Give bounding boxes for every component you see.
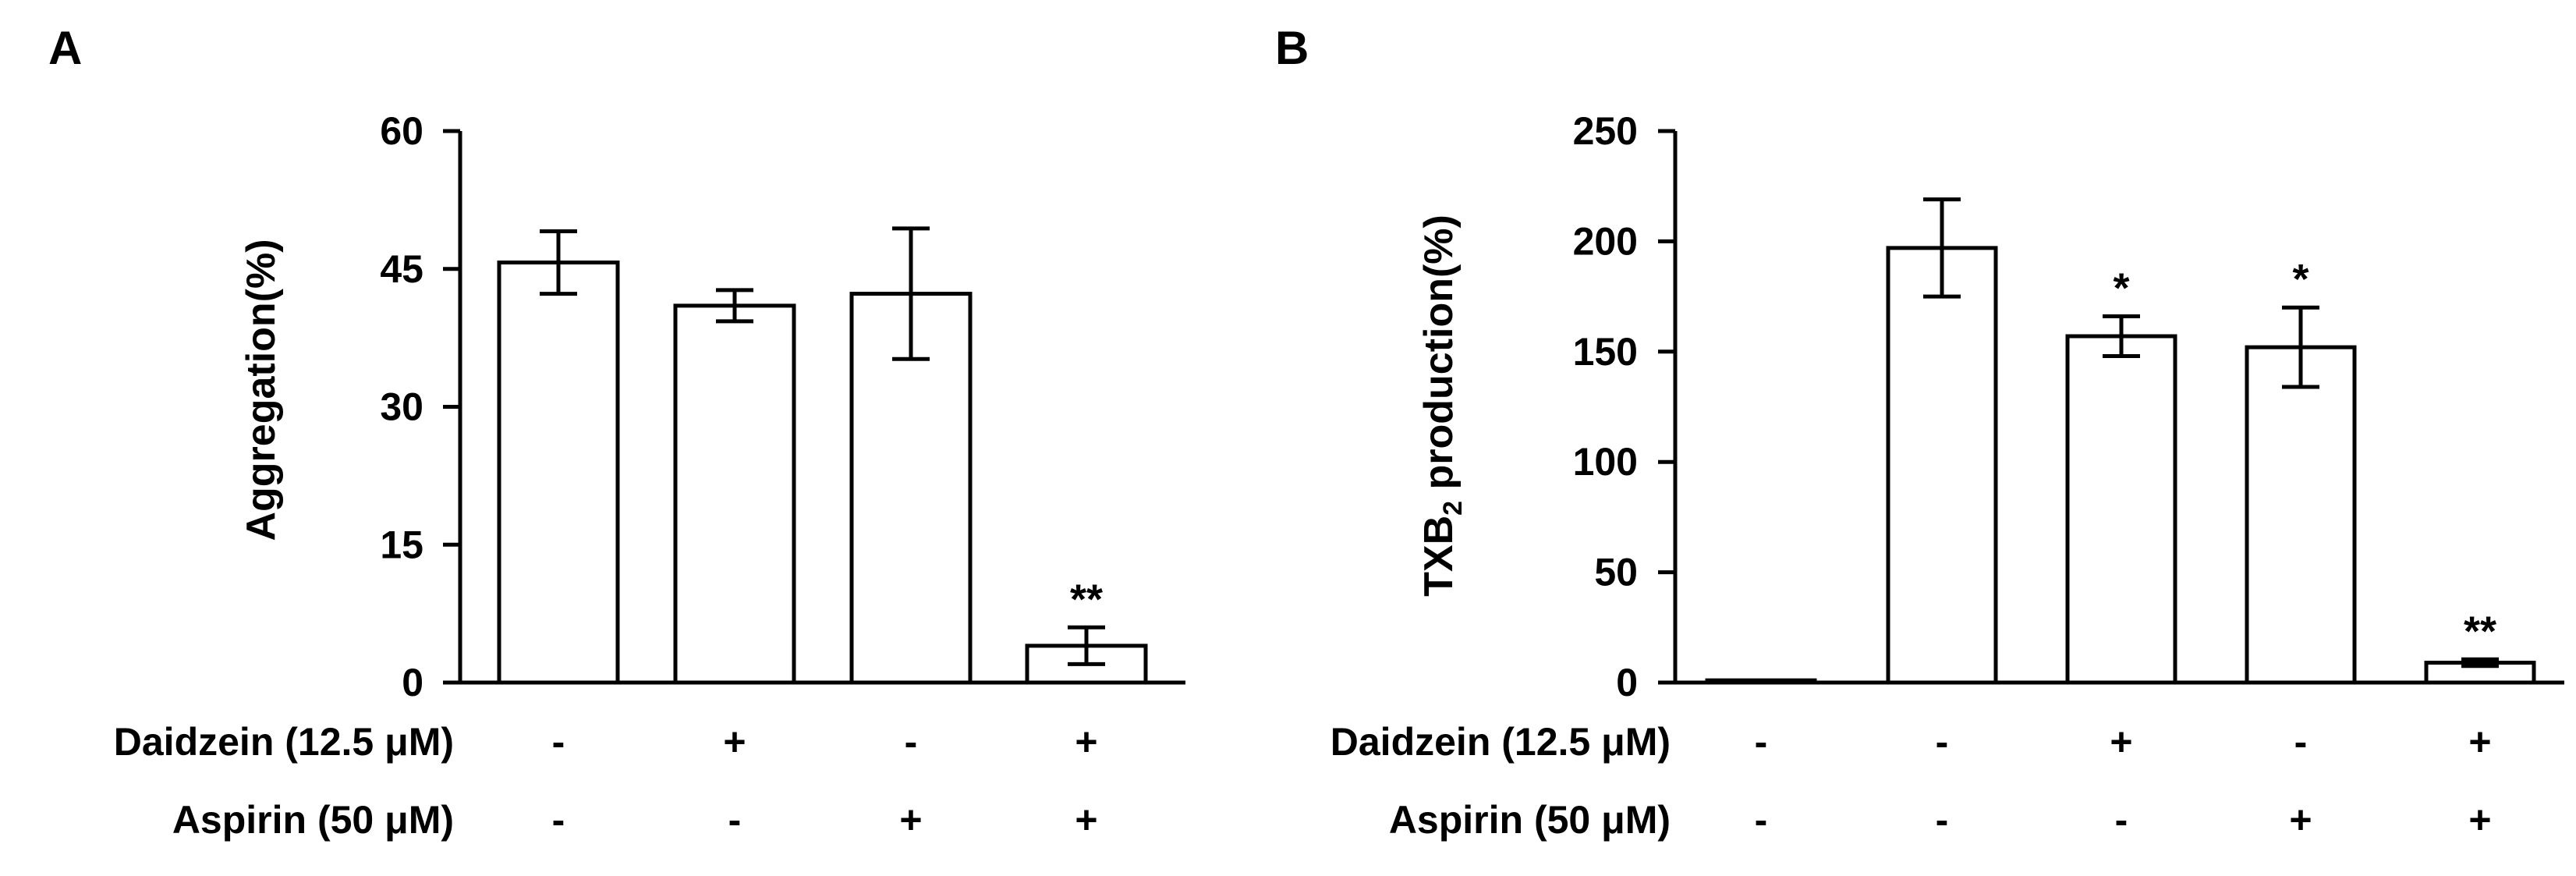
panel-label-a: A: [48, 22, 82, 74]
significance-b-3: *: [2292, 256, 2308, 303]
row-label-aspirin-b: Aspirin (50 μM): [1389, 798, 1671, 842]
bar-a-1: [673, 303, 796, 685]
y-tick-label-b-1: 50: [1594, 551, 1638, 594]
daidzein-sign-a-0: -: [552, 720, 565, 764]
aspirin-sign-a-1: -: [728, 798, 742, 842]
bar-b-0: [1705, 678, 1817, 685]
bar-b-2: [2065, 334, 2177, 685]
y-tick-label-a-0: 0: [402, 661, 423, 704]
panel-b: B TXB2 production(%) Daidzein (12.5 μM) …: [1275, 22, 2564, 842]
aspirin-sign-b-4: +: [2468, 798, 2491, 842]
row-label-daidzein-a: Daidzein (12.5 μM): [114, 720, 454, 764]
y-axis-label-a: Aggregation(%): [239, 239, 284, 541]
significance-a-3: **: [1070, 576, 1103, 622]
panel-label-b: B: [1275, 22, 1309, 74]
daidzein-sign-b-2: +: [2110, 720, 2132, 764]
y-axis-label-b-sub: 2: [1438, 501, 1468, 516]
y-tick-label-a-3: 45: [380, 247, 423, 291]
plot-area-b: 0 50 100 150 200 250 - - - - * + - * - + ** + +: [1573, 109, 2564, 842]
daidzein-sign-b-1: -: [1936, 720, 1949, 764]
plot-area-a: 0 15 30 45 60 - - + - - + ** + +: [380, 109, 1185, 842]
aspirin-sign-b-0: -: [1755, 798, 1768, 842]
daidzein-sign-a-2: -: [905, 720, 918, 764]
y-tick-label-b-2: 100: [1573, 440, 1638, 484]
daidzein-sign-a-3: +: [1075, 720, 1097, 764]
y-tick-label-b-0: 0: [1616, 661, 1638, 704]
y-tick-label-a-2: 30: [380, 385, 423, 429]
aspirin-sign-a-0: -: [552, 798, 565, 842]
row-label-aspirin-a: Aspirin (50 μM): [172, 798, 454, 842]
row-label-daidzein-b: Daidzein (12.5 μM): [1331, 720, 1671, 764]
daidzein-sign-b-3: -: [2294, 720, 2308, 764]
y-tick-label-b-3: 150: [1573, 330, 1638, 374]
y-axis-label-b-main: TXB: [1416, 516, 1462, 597]
aspirin-sign-b-1: -: [1936, 798, 1949, 842]
y-axis-label-b-rest: production(%): [1416, 215, 1462, 501]
significance-b-2: *: [2113, 265, 2129, 312]
bar-a-0: [497, 261, 620, 685]
aspirin-sign-b-2: -: [2115, 798, 2128, 842]
daidzein-sign-b-0: -: [1755, 720, 1768, 764]
daidzein-sign-a-1: +: [723, 720, 746, 764]
bar-a-2: [849, 292, 973, 685]
aspirin-sign-a-3: +: [1075, 798, 1097, 842]
significance-b-4: **: [2464, 608, 2496, 654]
aspirin-sign-a-2: +: [899, 798, 922, 842]
aspirin-sign-b-3: +: [2289, 798, 2312, 842]
y-tick-label-b-4: 200: [1573, 219, 1638, 263]
y-axis-label-b: TXB2 production(%): [1416, 215, 1468, 597]
y-tick-label-a-1: 15: [380, 523, 423, 566]
y-tick-label-b-5: 250: [1573, 109, 1638, 153]
bar-b-1: [1886, 246, 1998, 685]
daidzein-sign-b-4: +: [2468, 720, 2491, 764]
y-tick-label-a-4: 60: [380, 109, 423, 153]
bar-b-3: [2245, 345, 2357, 685]
panel-a: A Aggregation(%) Daidzein (12.5 μM) Aspi…: [48, 22, 1185, 842]
